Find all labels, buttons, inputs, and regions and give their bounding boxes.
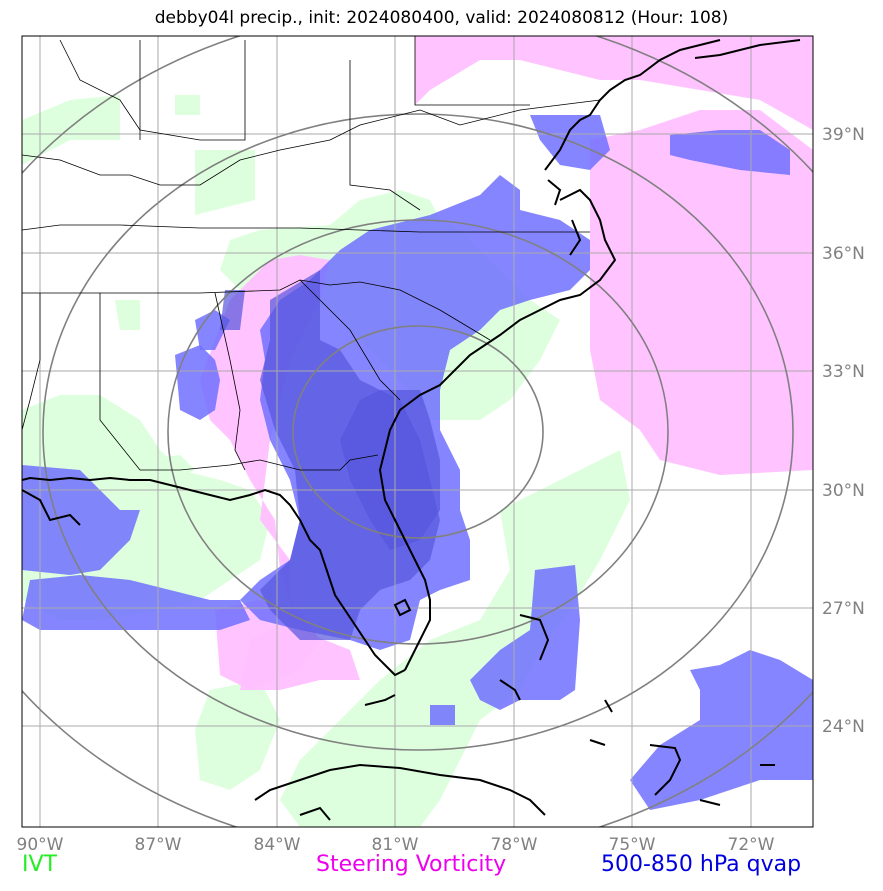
legend-qvap: 500-850 hPa qvap <box>601 852 802 877</box>
longitude-tick-label: 87°W <box>135 835 182 855</box>
state-borders <box>22 36 601 471</box>
latitude-tick-label: 24°N <box>822 717 865 737</box>
latitude-labels: 39°N 36°N 33°N 30°N 27°N 24°N <box>822 125 865 737</box>
longitude-tick-label: 78°W <box>491 835 538 855</box>
legend-ivt: IVT <box>22 852 57 877</box>
latitude-tick-label: 27°N <box>822 599 865 619</box>
latitude-tick-label: 30°N <box>822 481 865 501</box>
longitude-tick-label: 84°W <box>254 835 301 855</box>
longitude-tick-label: 81°W <box>372 835 419 855</box>
latitude-tick-label: 39°N <box>822 125 865 145</box>
longitude-tick-label: 75°W <box>609 835 656 855</box>
longitude-labels: 90°W 87°W 84°W 81°W 78°W 75°W 72°W <box>17 835 775 855</box>
graticule <box>22 36 813 827</box>
plot-frame <box>21 35 814 828</box>
latitude-tick-label: 33°N <box>822 362 865 382</box>
legend-steering-vorticity: Steering Vorticity <box>316 852 507 877</box>
longitude-tick-label: 72°W <box>728 835 775 855</box>
map-title: debby04l precip., init: 2024080400, vali… <box>154 8 729 28</box>
latitude-tick-label: 36°N <box>822 244 865 264</box>
range-rings <box>22 36 813 827</box>
coastlines <box>22 39 801 821</box>
longitude-tick-label: 90°W <box>17 835 64 855</box>
